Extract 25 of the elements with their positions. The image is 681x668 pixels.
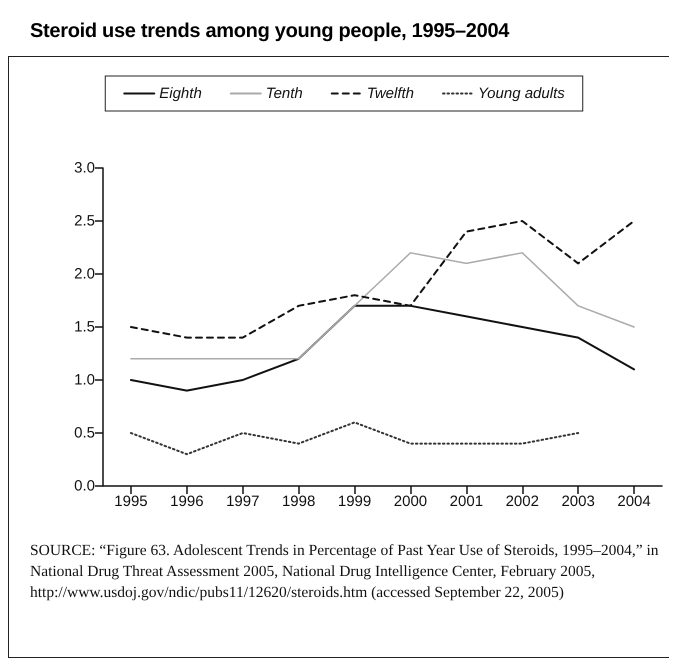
- x-tick-label: 2000: [394, 493, 428, 510]
- x-tick-label: 1996: [170, 493, 204, 510]
- x-tick-label: 1995: [114, 493, 148, 510]
- legend-label: Tenth: [266, 85, 303, 102]
- x-tick-label: 2002: [506, 493, 539, 510]
- y-tick-label: 1.5: [74, 318, 95, 336]
- legend-label: Eighth: [159, 85, 202, 102]
- line-series: [130, 252, 635, 360]
- y-tick-label: 1.0: [74, 372, 95, 388]
- y-tick-label: 2.0: [74, 266, 95, 282]
- x-tick-label: 1997: [226, 493, 260, 510]
- line-series: [130, 421, 580, 456]
- legend-label: Twelfth: [366, 85, 414, 102]
- x-tick-label: 1999: [338, 493, 372, 510]
- x-tick-label: 1998: [282, 493, 316, 510]
- chart-title: Steroid use trends among young people, 1995–2004: [30, 20, 510, 43]
- x-tick-label: 2003: [561, 493, 595, 510]
- y-tick-label: 0.5: [74, 424, 95, 442]
- x-tick-label: 2001: [450, 493, 484, 510]
- x-tick-label: 2004: [617, 493, 651, 510]
- y-tick-label: 0.0: [74, 478, 95, 494]
- y-tick-label: 2.5: [74, 212, 95, 230]
- y-tick-label: 3.0: [74, 160, 95, 176]
- source-note: SOURCE: “Figure 63. Adolescent Trends in Percentage of Past Year Use of Steroids, 1995–2004,” in National Drug Threat Assessment 2005, National Drug Intelligence Center, February 2005, http://www.usdoj.gov/ndic/pubs11/12620/steroids.htm (accessed September 22, 2005): [30, 541, 660, 603]
- legend-label: Young adults: [478, 85, 566, 102]
